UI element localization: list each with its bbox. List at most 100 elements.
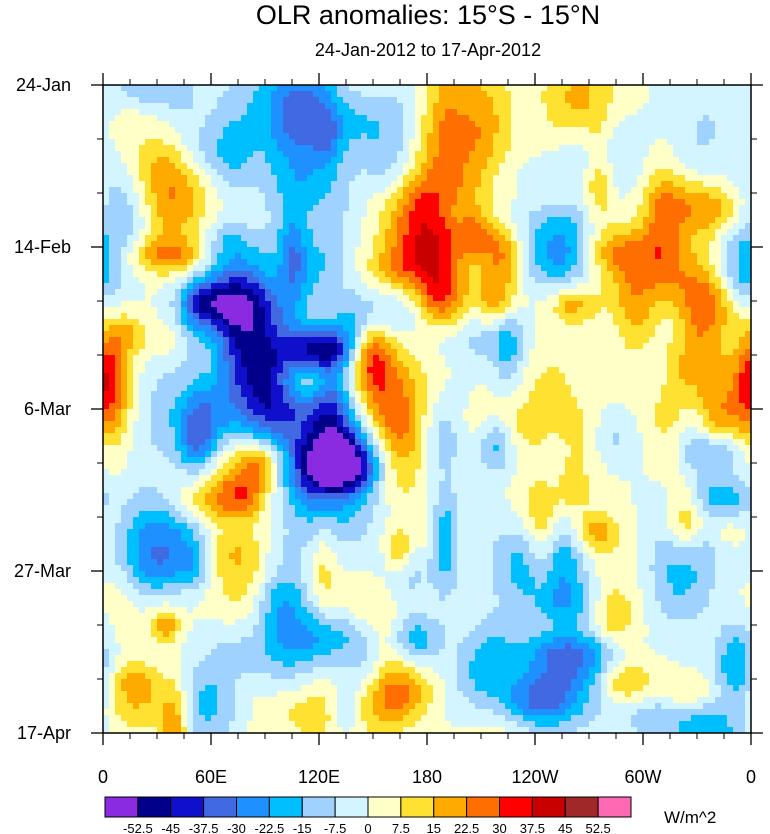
anomaly-cell bbox=[673, 223, 680, 230]
anomaly-cell bbox=[421, 163, 428, 170]
anomaly-cell bbox=[217, 223, 224, 230]
anomaly-cell bbox=[739, 271, 746, 278]
anomaly-cell bbox=[709, 127, 716, 134]
anomaly-cell bbox=[157, 151, 164, 158]
anomaly-cell bbox=[313, 175, 320, 182]
anomaly-cell bbox=[277, 121, 284, 128]
anomaly-cell bbox=[343, 157, 350, 164]
anomaly-cell bbox=[517, 97, 524, 104]
anomaly-cell bbox=[673, 133, 680, 140]
anomaly-cell bbox=[433, 205, 440, 212]
anomaly-cell bbox=[613, 127, 620, 134]
anomaly-cell bbox=[157, 241, 164, 248]
anomaly-cell bbox=[541, 253, 548, 260]
anomaly-cell bbox=[283, 205, 290, 212]
anomaly-cell bbox=[727, 271, 734, 278]
anomaly-cell bbox=[247, 349, 254, 356]
anomaly-cell bbox=[631, 175, 638, 182]
anomaly-cell bbox=[265, 265, 272, 272]
anomaly-cell bbox=[289, 121, 296, 128]
anomaly-cell bbox=[337, 205, 344, 212]
anomaly-cell bbox=[733, 247, 740, 254]
anomaly-cell bbox=[379, 289, 386, 296]
anomaly-cell bbox=[301, 277, 308, 284]
anomaly-cell bbox=[559, 343, 566, 350]
anomaly-cell bbox=[571, 157, 578, 164]
anomaly-cell bbox=[145, 289, 152, 296]
anomaly-cell bbox=[253, 337, 260, 344]
anomaly-cell bbox=[319, 331, 326, 338]
anomaly-cell bbox=[553, 175, 560, 182]
anomaly-cell bbox=[511, 121, 518, 128]
anomaly-cell bbox=[283, 163, 290, 170]
anomaly-cell bbox=[577, 289, 584, 296]
anomaly-cell bbox=[277, 127, 284, 134]
anomaly-cell bbox=[655, 289, 662, 296]
anomaly-cell bbox=[199, 325, 206, 332]
anomaly-cell bbox=[109, 259, 116, 266]
anomaly-cell bbox=[133, 91, 140, 98]
anomaly-cell bbox=[607, 169, 614, 176]
anomaly-cell bbox=[253, 361, 260, 368]
anomaly-cell bbox=[721, 241, 728, 248]
anomaly-cell bbox=[553, 157, 560, 164]
anomaly-cell bbox=[379, 301, 386, 308]
anomaly-cell bbox=[721, 139, 728, 146]
anomaly-cell bbox=[235, 349, 242, 356]
anomaly-cell bbox=[253, 115, 260, 122]
anomaly-cell bbox=[451, 109, 458, 116]
anomaly-cell bbox=[547, 163, 554, 170]
anomaly-cell bbox=[685, 301, 692, 308]
anomaly-cell bbox=[625, 337, 632, 344]
anomaly-cell bbox=[505, 103, 512, 110]
anomaly-cell bbox=[391, 325, 398, 332]
anomaly-cell bbox=[499, 319, 506, 326]
anomaly-cell bbox=[205, 109, 212, 116]
anomaly-cell bbox=[691, 91, 698, 98]
anomaly-cell bbox=[697, 211, 704, 218]
anomaly-cell bbox=[175, 133, 182, 140]
anomaly-cell bbox=[451, 313, 458, 320]
anomaly-cell bbox=[499, 151, 506, 158]
anomaly-cell bbox=[463, 217, 470, 224]
anomaly-cell bbox=[289, 157, 296, 164]
anomaly-cell bbox=[739, 253, 746, 260]
anomaly-cell bbox=[343, 199, 350, 206]
anomaly-cell bbox=[139, 223, 146, 230]
anomaly-cell bbox=[283, 325, 290, 332]
anomaly-cell bbox=[517, 229, 524, 236]
anomaly-cell bbox=[691, 217, 698, 224]
anomaly-cell bbox=[709, 277, 716, 284]
anomaly-cell bbox=[409, 133, 416, 140]
anomaly-cell bbox=[139, 307, 146, 314]
anomaly-cell bbox=[499, 223, 506, 230]
anomaly-cell bbox=[739, 199, 746, 206]
anomaly-cell bbox=[523, 127, 530, 134]
anomaly-cell bbox=[151, 355, 158, 362]
anomaly-cell bbox=[445, 157, 452, 164]
anomaly-cell bbox=[715, 193, 722, 200]
anomaly-cell bbox=[415, 217, 422, 224]
anomaly-cell bbox=[691, 235, 698, 242]
anomaly-cell bbox=[703, 85, 710, 92]
anomaly-cell bbox=[271, 235, 278, 242]
anomaly-cell bbox=[613, 109, 620, 116]
anomaly-cell bbox=[169, 361, 176, 368]
anomaly-cell bbox=[307, 181, 314, 188]
anomaly-cell bbox=[199, 307, 206, 314]
anomaly-cell bbox=[685, 199, 692, 206]
anomaly-cell bbox=[259, 283, 266, 290]
anomaly-cell bbox=[613, 289, 620, 296]
anomaly-cell bbox=[205, 85, 212, 92]
anomaly-cell bbox=[325, 169, 332, 176]
anomaly-cell bbox=[319, 85, 326, 92]
anomaly-cell bbox=[625, 85, 632, 92]
anomaly-cell bbox=[451, 301, 458, 308]
anomaly-cell bbox=[283, 103, 290, 110]
anomaly-cell bbox=[739, 355, 746, 362]
anomaly-cell bbox=[733, 109, 740, 116]
anomaly-cell bbox=[121, 217, 128, 224]
anomaly-cell bbox=[319, 223, 326, 230]
anomaly-cell bbox=[145, 115, 152, 122]
anomaly-cell bbox=[349, 109, 356, 116]
